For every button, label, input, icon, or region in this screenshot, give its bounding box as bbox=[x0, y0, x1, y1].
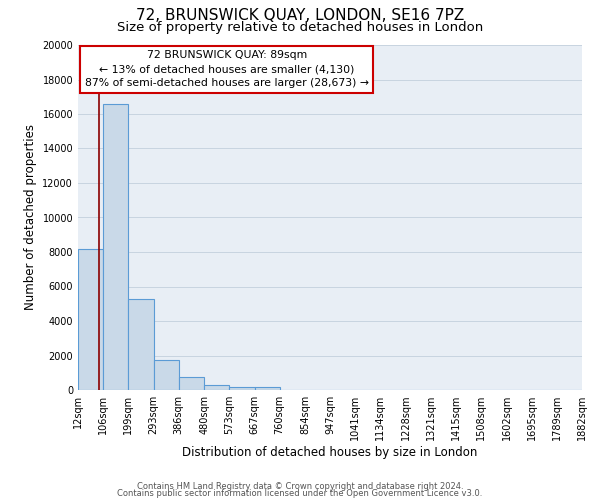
Bar bbox=[78, 248, 103, 390]
Bar bbox=[179, 377, 204, 390]
Text: Contains HM Land Registry data © Crown copyright and database right 2024.: Contains HM Land Registry data © Crown c… bbox=[137, 482, 463, 491]
Text: 72 BRUNSWICK QUAY: 89sqm
← 13% of detached houses are smaller (4,130)
87% of sem: 72 BRUNSWICK QUAY: 89sqm ← 13% of detach… bbox=[85, 50, 368, 88]
Text: Contains public sector information licensed under the Open Government Licence v3: Contains public sector information licen… bbox=[118, 488, 482, 498]
Bar bbox=[128, 298, 154, 390]
Bar bbox=[103, 104, 128, 390]
Text: 72, BRUNSWICK QUAY, LONDON, SE16 7PZ: 72, BRUNSWICK QUAY, LONDON, SE16 7PZ bbox=[136, 8, 464, 22]
Y-axis label: Number of detached properties: Number of detached properties bbox=[24, 124, 37, 310]
Text: Size of property relative to detached houses in London: Size of property relative to detached ho… bbox=[117, 21, 483, 34]
Bar bbox=[154, 360, 179, 390]
Bar bbox=[254, 388, 280, 390]
Bar bbox=[204, 385, 229, 390]
Bar bbox=[229, 386, 254, 390]
X-axis label: Distribution of detached houses by size in London: Distribution of detached houses by size … bbox=[182, 446, 478, 459]
